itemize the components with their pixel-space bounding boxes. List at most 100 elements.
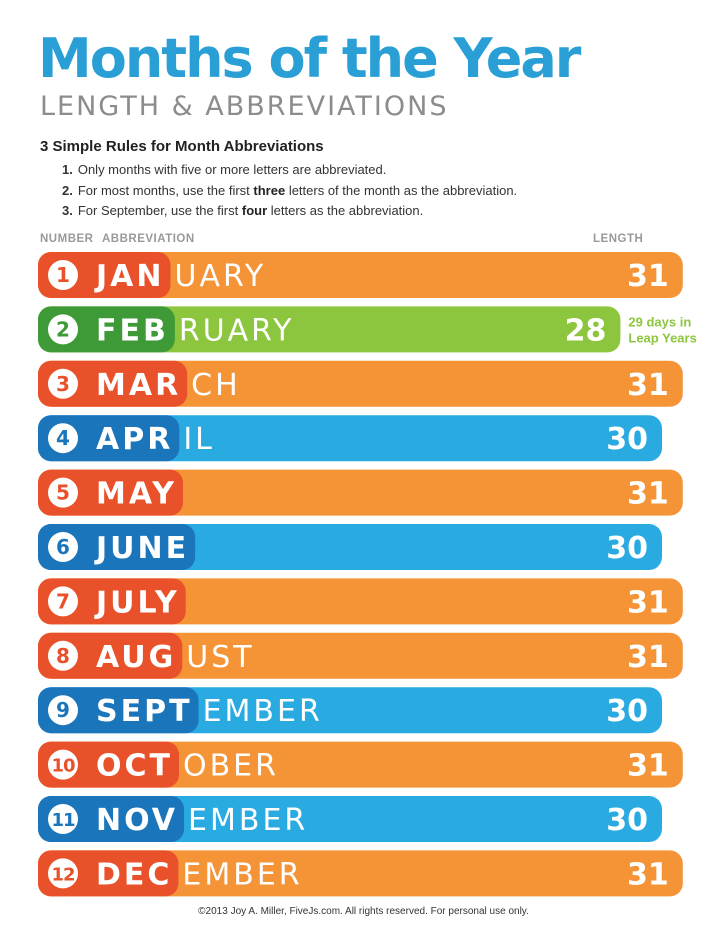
month-number: 8 bbox=[56, 644, 70, 668]
month-name-rest: EMBER bbox=[182, 857, 302, 892]
month-number-badge bbox=[48, 749, 78, 780]
month-row: JAN UARY 1 31 bbox=[38, 252, 683, 298]
month-abbreviation: NOV bbox=[96, 803, 178, 838]
month-name-rest: RUARY bbox=[179, 313, 295, 348]
abbreviation-segment bbox=[38, 687, 199, 734]
month-row: MAY 5 31 bbox=[38, 469, 683, 516]
month-number: 7 bbox=[56, 589, 70, 613]
month-bar bbox=[38, 360, 683, 407]
month-length-value: 30 bbox=[606, 422, 648, 457]
rules-list: 1. Only months with five or more letters … bbox=[62, 160, 517, 222]
month-row: JUNE 6 30 bbox=[38, 524, 662, 570]
column-header-number: NUMBER bbox=[40, 233, 94, 245]
month-abbreviation: JUNE bbox=[94, 531, 189, 566]
month-abbreviation: APR bbox=[96, 422, 173, 457]
month-name-rest: EMBER bbox=[188, 803, 308, 838]
month-name-rest: UST bbox=[186, 640, 254, 675]
rule-number: 3. bbox=[62, 203, 73, 218]
rule-number: 1. bbox=[62, 162, 73, 177]
rule-text: letters of the month as the abbreviation… bbox=[285, 182, 518, 198]
month-row: AUG UST 8 31 bbox=[38, 632, 683, 679]
month-number: 10 bbox=[51, 756, 75, 777]
month-length-value: 31 bbox=[627, 749, 669, 784]
column-header-length: LENGTH bbox=[593, 233, 644, 245]
month-number-badge bbox=[48, 477, 78, 508]
page-subtitle: LENGTH & ABBREVIATIONS bbox=[40, 91, 449, 122]
month-length-value: 31 bbox=[627, 368, 669, 403]
month-number: 2 bbox=[56, 317, 70, 341]
month-name-rest: CH bbox=[191, 368, 241, 403]
month-row: APR IL 4 30 bbox=[38, 415, 662, 462]
rule-emphasis: four bbox=[241, 203, 268, 218]
month-bar bbox=[38, 796, 662, 842]
month-number: 6 bbox=[56, 535, 70, 559]
month-bar bbox=[38, 469, 683, 516]
month-row: JULY 7 31 bbox=[38, 578, 683, 625]
month-bar bbox=[38, 306, 621, 353]
month-bar bbox=[38, 741, 683, 788]
month-abbreviation: JULY bbox=[94, 585, 180, 620]
month-length-value: 31 bbox=[627, 640, 669, 675]
abbreviation-segment bbox=[38, 850, 179, 897]
rule-item: 3. For September, use the first four lett… bbox=[62, 201, 517, 222]
rule-emphasis: three bbox=[253, 182, 286, 198]
abbreviation-segment bbox=[38, 741, 179, 788]
month-abbreviation: DEC bbox=[96, 857, 172, 892]
month-number-badge bbox=[48, 858, 78, 889]
month-number: 11 bbox=[51, 810, 75, 831]
month-number: 9 bbox=[56, 698, 70, 722]
rule-text: For September, use the first bbox=[77, 203, 242, 218]
month-number-badge bbox=[48, 695, 78, 726]
month-row: NOV EMBER 11 30 bbox=[38, 796, 662, 842]
month-length-value: 31 bbox=[627, 857, 669, 892]
abbreviation-segment bbox=[38, 524, 196, 570]
month-abbreviation: FEB bbox=[96, 313, 169, 348]
month-length-value: 30 bbox=[606, 694, 648, 729]
month-number-badge bbox=[48, 368, 78, 399]
month-row: SEPT EMBER 9 30 bbox=[38, 687, 662, 734]
month-bar bbox=[38, 850, 683, 897]
month-row: DEC EMBER 12 31 bbox=[38, 850, 683, 897]
leap-year-annotation: Leap Years bbox=[628, 330, 696, 345]
rules-heading: 3 Simple Rules for Month Abbreviations bbox=[40, 138, 324, 155]
month-length-value: 31 bbox=[627, 585, 669, 620]
abbreviation-segment bbox=[38, 360, 188, 407]
month-length-value: 28 bbox=[565, 313, 607, 348]
month-number: 12 bbox=[51, 864, 74, 885]
month-length-value: 30 bbox=[606, 531, 648, 566]
month-length-value: 31 bbox=[627, 477, 669, 512]
month-name-rest: UARY bbox=[175, 259, 267, 294]
month-bar bbox=[38, 252, 683, 298]
month-abbreviation: SEPT bbox=[96, 694, 193, 729]
footer-copyright: ©2013 Joy A. Miller, FiveJs.com. All rig… bbox=[198, 906, 529, 917]
month-abbreviation: MAR bbox=[96, 368, 181, 403]
month-bar bbox=[38, 632, 683, 679]
month-abbreviation: OCT bbox=[96, 749, 173, 784]
rule-item: 1. Only months with five or more letters … bbox=[62, 160, 517, 181]
month-number: 5 bbox=[56, 481, 70, 505]
month-number-badge bbox=[48, 804, 78, 834]
rule-text: Only months with five or more letters ar… bbox=[77, 162, 387, 177]
abbreviation-segment bbox=[38, 415, 180, 462]
month-number-badge bbox=[48, 260, 78, 290]
page-title: Months of the Year bbox=[38, 27, 581, 90]
month-bar bbox=[38, 415, 662, 462]
month-abbreviation: AUG bbox=[96, 640, 176, 675]
abbreviation-segment bbox=[38, 578, 186, 625]
month-number-badge bbox=[48, 423, 78, 454]
month-number-badge bbox=[48, 314, 78, 345]
month-number: 4 bbox=[56, 426, 70, 450]
month-number-badge bbox=[48, 640, 78, 671]
rule-number: 2. bbox=[62, 182, 73, 198]
abbreviation-segment bbox=[38, 469, 183, 516]
month-name-rest: EMBER bbox=[203, 694, 323, 729]
month-length-value: 30 bbox=[606, 803, 648, 838]
abbreviation-segment bbox=[38, 632, 183, 679]
rule-item: 2. For most months, use the first three l… bbox=[62, 181, 517, 202]
month-bar bbox=[38, 578, 683, 625]
month-name-rest: OBER bbox=[183, 749, 279, 784]
month-name-rest: IL bbox=[183, 422, 215, 457]
month-row: MAR CH 3 31 bbox=[38, 360, 683, 407]
